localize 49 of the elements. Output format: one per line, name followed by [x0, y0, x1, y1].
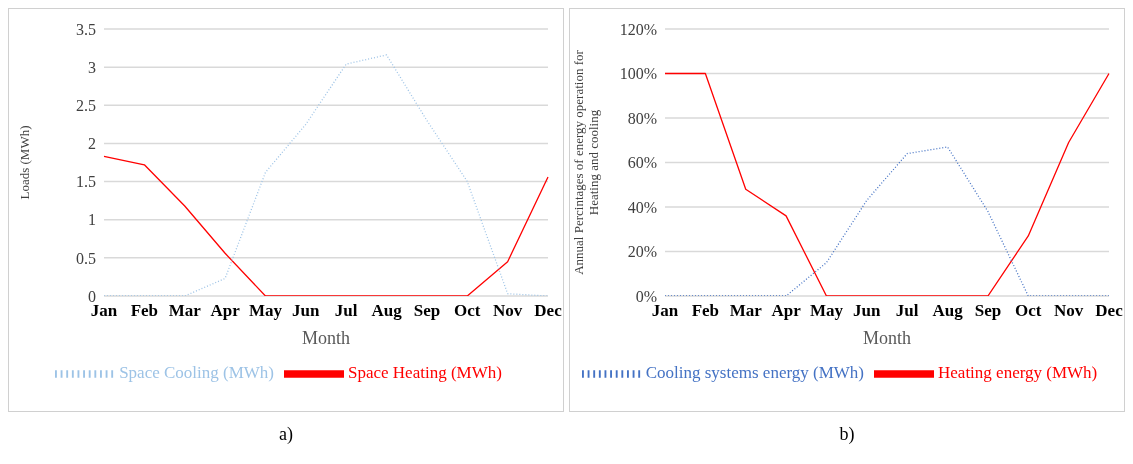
x-tick-label: Dec [534, 301, 563, 321]
x-tick-label: Aug [932, 301, 964, 321]
x-tick-label: Mar [168, 301, 202, 321]
x-tick-label: Nov [1054, 301, 1084, 321]
legend-label: Cooling systems energy (MWh) [645, 362, 865, 382]
y-tick-label: 80% [627, 109, 657, 127]
x-tick-label: Sep [974, 301, 1002, 321]
legend-label: Space Heating (MWh) [347, 362, 502, 382]
x-tick-label: Apr [210, 301, 241, 321]
line-series [103, 54, 549, 296]
y-tick-label: 1 [88, 211, 96, 229]
y-tick-label: 2.5 [76, 96, 96, 114]
x-tick-label: Jul [334, 301, 358, 321]
x-tick-label: Feb [130, 301, 159, 321]
x-tick-label: May [248, 301, 283, 321]
x-tick-label: Nov [493, 301, 523, 321]
x-tick-label: Dec [1095, 301, 1124, 321]
y-tick-label: 100% [619, 65, 657, 83]
y-tick-label: 0.5 [76, 249, 96, 267]
x-tick-label: Jun [292, 301, 321, 321]
y-tick-label: 1.5 [76, 173, 96, 191]
x-tick-label: Sep [413, 301, 441, 321]
line-series [103, 155, 549, 296]
text: b) [839, 424, 855, 445]
x-tick-label: Oct [1015, 301, 1042, 321]
x-tick-label: May [809, 301, 844, 321]
x-tick-label: Oct [454, 301, 481, 321]
legend-label: Heating energy (MWh) [938, 362, 1098, 382]
x-tick-label: Apr [771, 301, 802, 321]
line-series [664, 146, 1110, 296]
x-tick-label: Mar [729, 301, 763, 321]
x-axis-title: Month [301, 328, 351, 348]
y-axis-title: Annual Percintages of energy operation for Heating and cooling [571, 49, 601, 275]
y-tick-label: 3.5 [76, 20, 96, 38]
x-tick-label: Jul [895, 301, 919, 321]
y-axis-title: Loads (MWh) [17, 125, 32, 200]
y-tick-label: 40% [627, 198, 657, 216]
x-tick-label: Aug [371, 301, 403, 321]
y-tick-label: 3 [88, 58, 96, 76]
line-series [664, 72, 1110, 296]
y-tick-label: 60% [627, 154, 657, 172]
x-tick-label: Feb [691, 301, 720, 321]
x-axis-title: Month [862, 328, 912, 348]
legend-label: Space Cooling (MWh) [119, 362, 274, 382]
text: a) [279, 424, 293, 445]
y-tick-label: 120% [619, 20, 657, 38]
x-tick-label: Jun [853, 301, 882, 321]
y-tick-label: 2 [88, 135, 96, 153]
y-tick-label: 20% [627, 243, 657, 261]
